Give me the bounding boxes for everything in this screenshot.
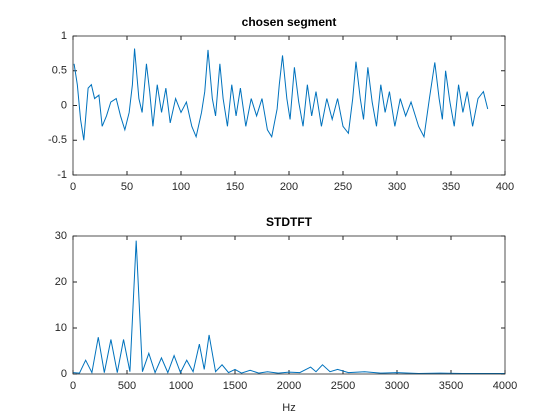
x-tick-label: 300	[388, 181, 406, 193]
y-tick-label: 0	[61, 99, 67, 111]
axes-box	[72, 35, 506, 176]
axes-box	[72, 235, 506, 375]
x-tick-label: 1500	[223, 380, 247, 392]
x-tick-label: 350	[442, 181, 460, 193]
x-tick-label: 2000	[277, 380, 301, 392]
x-tick-label: 400	[496, 181, 514, 193]
signal-line	[72, 240, 505, 375]
y-tick-label: 20	[55, 276, 67, 288]
plot-area	[73, 236, 505, 374]
x-axis-label: Hz	[282, 402, 295, 414]
y-tick-label: 30	[55, 230, 67, 242]
x-tick-label: 0	[70, 181, 76, 193]
y-tick-label: 0	[61, 368, 67, 380]
y-tick-label: 0.5	[52, 65, 67, 77]
chart-title: STDTFT	[266, 215, 313, 229]
x-tick-label: 3000	[385, 380, 409, 392]
x-tick-label: 150	[226, 181, 244, 193]
x-tick-label: 4000	[493, 380, 517, 392]
x-tick-label: 50	[121, 181, 133, 193]
x-tick-label: 0	[70, 380, 76, 392]
x-tick-label: 1000	[169, 380, 193, 392]
x-tick-label: 100	[172, 181, 190, 193]
signal-line	[73, 48, 489, 141]
y-tick-label: -0.5	[48, 134, 67, 146]
x-tick-label: 250	[334, 181, 352, 193]
y-tick-label: 1	[61, 30, 67, 42]
y-tick-label: -1	[57, 169, 67, 181]
x-tick-label: 2500	[331, 380, 355, 392]
x-tick-label: 3500	[439, 380, 463, 392]
x-tick-label: 500	[118, 380, 136, 392]
chart-title: chosen segment	[242, 15, 337, 29]
x-tick-label: 200	[280, 181, 298, 193]
y-tick-label: 10	[55, 322, 67, 334]
plot-area	[73, 36, 505, 175]
